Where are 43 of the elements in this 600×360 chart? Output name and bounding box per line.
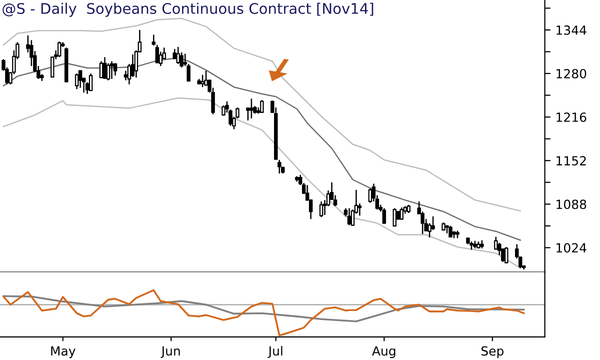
candlestick <box>106 62 110 81</box>
candlestick <box>448 225 452 238</box>
candlestick <box>200 74 204 88</box>
candlestick <box>102 56 107 80</box>
candlestick <box>347 208 352 226</box>
candlestick <box>113 62 118 76</box>
candlestick <box>382 208 386 224</box>
candlestick <box>99 60 104 79</box>
y-tick-label: 1344 <box>556 25 586 35</box>
candlestick <box>260 99 264 114</box>
x-tick-label: May <box>51 346 76 358</box>
line-series <box>2 97 521 269</box>
candlestick <box>246 106 250 122</box>
candlestick <box>78 69 82 88</box>
candlestick <box>74 72 79 90</box>
y-tick-label: 1280 <box>556 68 586 78</box>
x-tick-label: Jul <box>268 346 282 358</box>
candlestick <box>152 34 156 46</box>
line-series <box>2 18 521 212</box>
y-tick-label: 1024 <box>556 243 586 253</box>
chart-title: @S - Daily Soybeans Continuous Contract [Nov14] <box>2 2 374 17</box>
x-tick-label: Aug <box>372 346 396 358</box>
candlestick <box>392 208 396 228</box>
candlestick <box>58 40 62 58</box>
candlestick <box>368 188 372 204</box>
y-tick-label: 1088 <box>556 200 586 210</box>
candlestick <box>358 202 362 216</box>
candlestick <box>504 246 508 264</box>
x-tick-label: Sep <box>481 346 504 358</box>
candlestick <box>333 194 338 207</box>
candlestick <box>250 98 254 120</box>
y-tick-label: 1216 <box>556 112 586 122</box>
x-tick-label: Jun <box>160 346 180 358</box>
candlestick <box>155 44 160 64</box>
candlestick <box>319 200 324 218</box>
candlestick <box>420 210 424 235</box>
candlestick <box>176 46 180 65</box>
candlestick <box>278 159 282 174</box>
y-tick-label: 1152 <box>556 156 586 166</box>
candlestick <box>88 72 93 92</box>
candlestick <box>110 60 114 80</box>
candlestick <box>431 216 435 231</box>
candlestick <box>400 206 404 220</box>
